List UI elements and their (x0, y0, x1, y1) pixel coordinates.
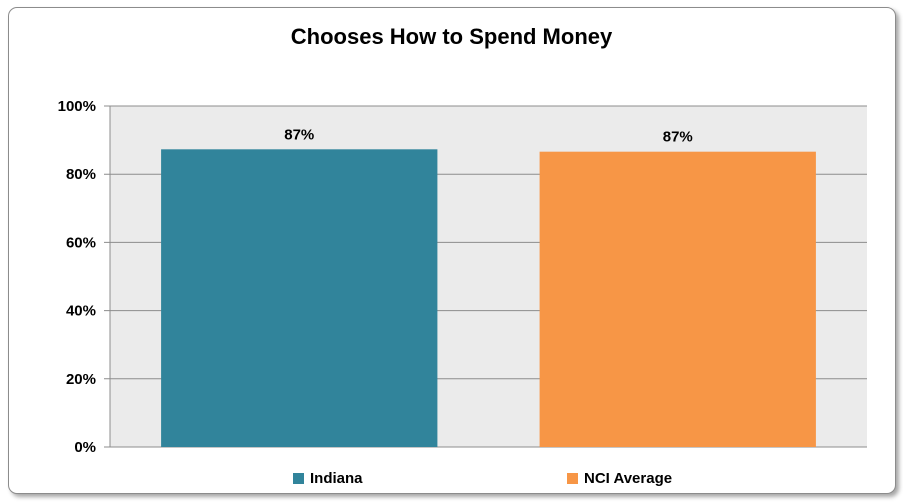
legend-item-indiana: Indiana (293, 470, 363, 487)
data-label-nci-average: 87% (663, 129, 693, 146)
legend-label-indiana: Indiana (310, 470, 363, 487)
bars (161, 149, 816, 447)
bar-indiana (161, 149, 438, 447)
legend-swatch-nci-average (567, 473, 578, 484)
y-axis-ticks: 0% 20% 40% 60% 80% 100% (58, 98, 96, 456)
chart-title: Chooses How to Spend Money (290, 24, 613, 49)
y-tick-label: 100% (58, 98, 96, 115)
y-tick-label: 0% (74, 439, 96, 456)
legend: Indiana NCI Average (0, 470, 903, 492)
y-tick-label: 60% (66, 234, 96, 251)
legend-swatch-indiana (293, 473, 304, 484)
bar-nci-average (539, 151, 816, 447)
y-tick-label: 20% (66, 371, 96, 388)
data-label-indiana: 87% (284, 126, 314, 143)
legend-item-nci-average: NCI Average (567, 470, 672, 487)
data-labels: 87% 87% (284, 126, 693, 145)
legend-label-nci-average: NCI Average (584, 470, 673, 487)
y-tick-label: 40% (66, 303, 96, 320)
y-tick-label: 80% (66, 166, 96, 183)
